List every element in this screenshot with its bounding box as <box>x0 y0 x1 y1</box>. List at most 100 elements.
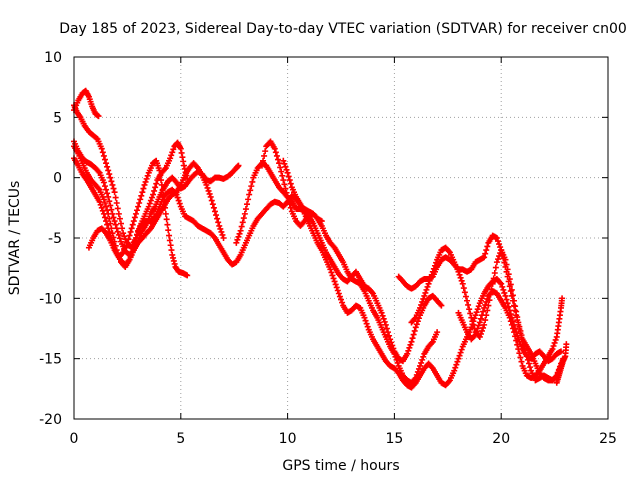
data-point-marker <box>110 185 117 192</box>
data-point-marker <box>420 353 427 360</box>
data-point-marker <box>404 350 411 357</box>
data-point-marker <box>551 339 558 346</box>
data-markers <box>71 87 570 391</box>
data-point-marker <box>100 210 107 217</box>
data-point-marker <box>278 168 285 175</box>
data-point-marker <box>107 174 114 181</box>
data-point-marker <box>363 320 370 327</box>
data-point-marker <box>167 242 174 249</box>
data-point-marker <box>205 187 212 194</box>
data-point-marker <box>107 220 114 227</box>
data-point-marker <box>503 296 510 303</box>
data-point-marker <box>281 160 288 167</box>
data-point-marker <box>483 247 490 254</box>
data-point-marker <box>331 278 338 285</box>
data-point-marker <box>161 198 168 205</box>
data-point-marker <box>517 354 524 361</box>
data-point-marker <box>156 167 163 174</box>
data-point-marker <box>481 254 488 261</box>
data-point-marker <box>501 259 508 266</box>
data-point-marker <box>233 239 240 246</box>
data-point-marker <box>283 166 290 173</box>
data-point-marker <box>380 315 387 322</box>
data-point-marker <box>482 301 489 308</box>
data-point-marker <box>280 157 287 164</box>
data-point-marker <box>169 251 176 258</box>
data-point-marker <box>143 175 150 182</box>
x-tick-label: 25 <box>599 431 617 447</box>
data-point-marker <box>499 283 506 290</box>
data-point-marker <box>518 358 525 365</box>
data-point-marker <box>379 312 386 319</box>
data-point-marker <box>144 172 151 179</box>
data-point-marker <box>550 342 557 349</box>
data-point-marker <box>215 219 222 226</box>
data-point-marker <box>467 310 474 317</box>
data-point-marker <box>364 323 371 330</box>
data-point-marker <box>286 177 293 184</box>
data-point-marker <box>97 201 104 208</box>
data-point-marker <box>274 156 281 163</box>
data-point-marker <box>509 325 516 332</box>
data-point-marker <box>206 190 213 197</box>
data-point-marker <box>116 215 123 222</box>
data-point-marker <box>113 225 120 232</box>
data-point-marker <box>563 341 570 348</box>
data-point-marker <box>549 346 556 353</box>
data-point-marker <box>509 297 516 304</box>
data-point-marker <box>500 255 507 262</box>
data-point-marker <box>329 272 336 279</box>
data-point-marker <box>472 331 479 338</box>
data-point-marker <box>129 221 136 228</box>
data-point-marker <box>418 359 425 366</box>
data-point-marker <box>525 360 532 367</box>
data-point-marker <box>111 189 118 196</box>
data-point-marker <box>453 361 460 368</box>
data-point-marker <box>339 299 346 306</box>
data-point-marker <box>420 295 427 302</box>
data-point-marker <box>515 321 522 328</box>
data-point-marker <box>472 312 479 319</box>
data-point-marker <box>136 200 143 207</box>
data-point-marker <box>126 232 133 239</box>
data-point-marker <box>422 289 429 296</box>
data-point-marker <box>112 221 119 228</box>
data-point-marker <box>116 235 123 242</box>
data-point-marker <box>184 272 191 279</box>
data-point-marker <box>168 247 175 254</box>
data-point-marker <box>115 231 122 238</box>
data-point-marker <box>103 203 110 210</box>
data-point-marker <box>245 196 252 203</box>
data-point-marker <box>493 259 500 266</box>
data-point-marker <box>518 334 525 341</box>
data-point-marker <box>211 208 218 215</box>
data-point-marker <box>141 181 148 188</box>
data-point-marker <box>522 349 529 356</box>
data-point-marker <box>248 183 255 190</box>
data-point-marker <box>475 303 482 310</box>
data-point-marker <box>523 353 530 360</box>
data-point-marker <box>258 162 265 169</box>
data-point-marker <box>408 338 415 345</box>
data-point-marker <box>328 269 335 276</box>
data-point-marker <box>135 203 142 210</box>
data-point-marker <box>516 326 523 333</box>
data-point-marker <box>164 221 171 228</box>
data-point-marker <box>494 256 501 263</box>
data-point-marker <box>499 251 506 258</box>
data-point-marker <box>98 145 105 152</box>
data-point-marker <box>451 367 458 374</box>
data-point-marker <box>457 349 464 356</box>
data-point-marker <box>214 215 221 222</box>
grid-lines <box>74 57 608 419</box>
data-point-marker <box>279 172 286 179</box>
series-pass-12 <box>455 288 566 381</box>
data-point-marker <box>332 281 339 288</box>
data-point-marker <box>115 210 122 217</box>
data-point-marker <box>419 298 426 305</box>
data-point-marker <box>107 202 114 209</box>
data-point-marker <box>145 203 152 210</box>
data-point-marker <box>481 304 488 311</box>
data-point-marker <box>242 206 249 213</box>
